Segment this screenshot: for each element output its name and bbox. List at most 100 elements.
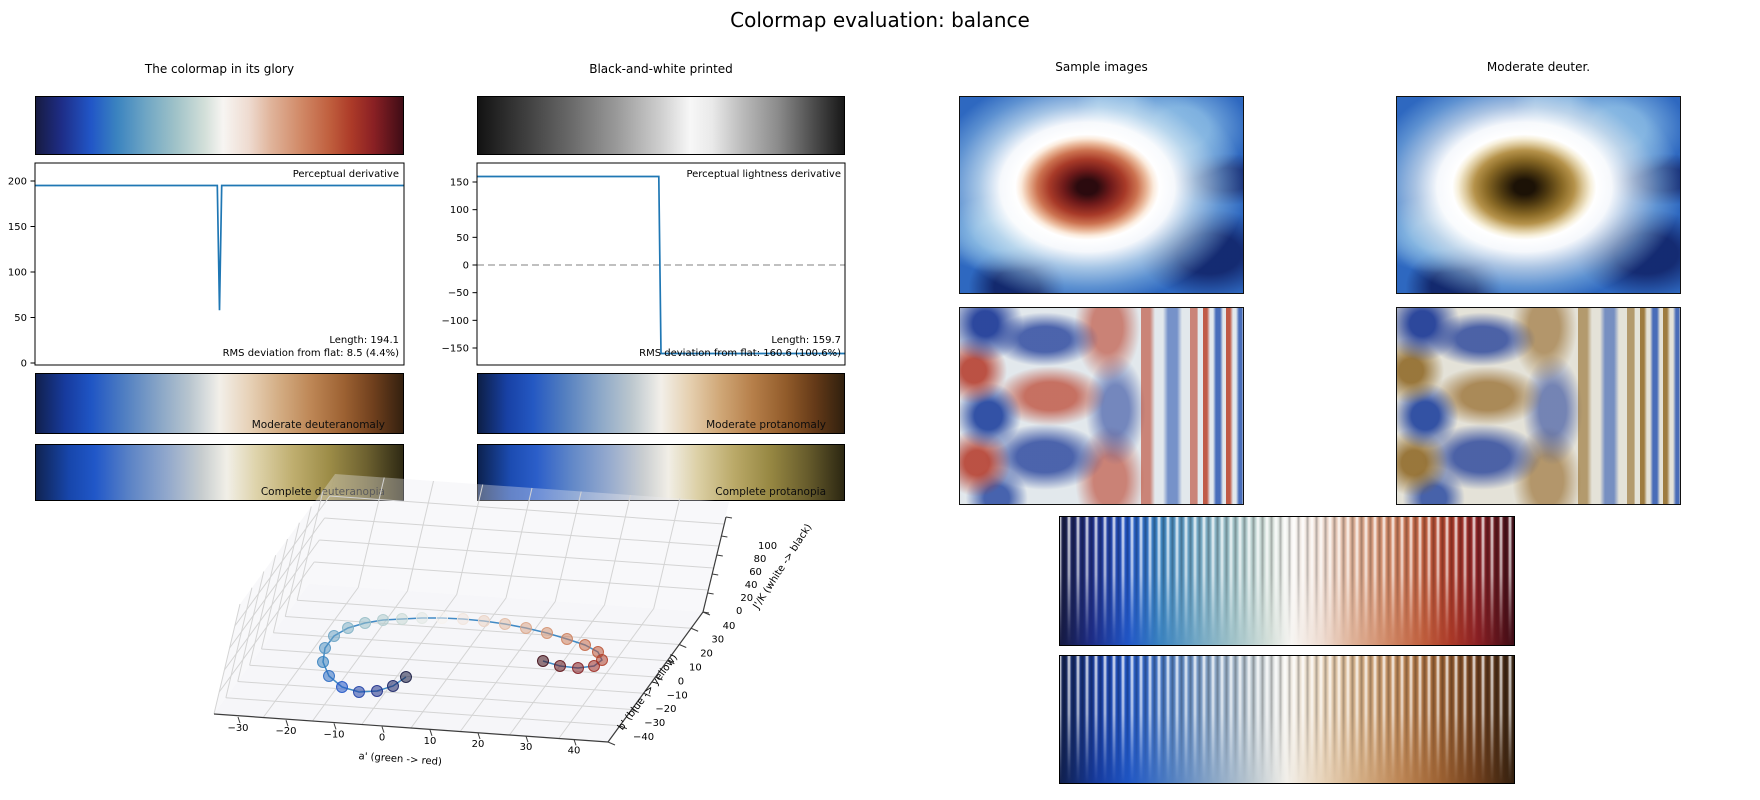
y-tick-label: 20 bbox=[700, 649, 713, 660]
colormap-path-point bbox=[317, 656, 329, 668]
complete-deuteranopia-label: Complete deuteranopia bbox=[260, 486, 385, 498]
x-tick bbox=[333, 723, 337, 730]
grid-line bbox=[297, 599, 692, 629]
colormap-path-point bbox=[478, 615, 490, 627]
colormap-path-point bbox=[396, 613, 408, 625]
y-tick bbox=[619, 725, 628, 730]
grid-line bbox=[410, 597, 507, 729]
glory-title: The colormap in its glory bbox=[144, 62, 295, 76]
x-tick-label: 40 bbox=[568, 745, 581, 756]
y-tick-label: 0 bbox=[678, 676, 684, 687]
colormap-path-point bbox=[319, 642, 331, 654]
derivative-line bbox=[477, 175, 845, 355]
grid-line bbox=[225, 697, 620, 727]
z-tick bbox=[725, 516, 733, 519]
z-tick-label: 20 bbox=[740, 593, 753, 604]
y-tick bbox=[667, 660, 675, 665]
axis3d-z-label: J'/K (white -> black) bbox=[751, 522, 815, 612]
grid-line bbox=[319, 539, 714, 569]
z-tick-label: 40 bbox=[745, 580, 758, 591]
axis3d-x-label: a' (green -> red) bbox=[358, 751, 442, 768]
z-tick-label: 80 bbox=[754, 554, 767, 565]
colormap-path-point bbox=[588, 660, 600, 672]
y-tick bbox=[631, 709, 639, 713]
grid-line bbox=[223, 539, 320, 671]
y-tick-label: −150 bbox=[442, 343, 469, 354]
y-tick-label: 100 bbox=[8, 268, 27, 279]
axis-line bbox=[607, 611, 704, 743]
x-tick-label: 10 bbox=[424, 736, 437, 747]
colormap-path-point bbox=[387, 680, 399, 692]
grid-line bbox=[361, 594, 458, 725]
grid-line bbox=[314, 561, 709, 591]
sample-image-elevation-deuteranomaly bbox=[1396, 96, 1681, 294]
sineramp-bar-balance bbox=[1059, 516, 1515, 646]
colormap-path-point bbox=[579, 639, 591, 651]
x-tick bbox=[429, 729, 433, 736]
x-tick bbox=[573, 739, 577, 746]
y-tick bbox=[679, 644, 687, 648]
colormap-path-point bbox=[377, 614, 389, 626]
y-tick-label: 10 bbox=[689, 663, 702, 674]
lightness-derivative-rms: RMS deviation from flat: 160.6 (100.6%) bbox=[639, 348, 841, 359]
perceptual-derivative-length: Length: 194.1 bbox=[329, 335, 399, 346]
colormap-bar-moderate-deuteranomaly: Moderate deuteranomaly bbox=[35, 373, 404, 434]
y-tick-label: −20 bbox=[655, 704, 676, 715]
x-tick bbox=[477, 732, 481, 740]
colormap-path-point bbox=[499, 618, 511, 630]
colormap-path-point bbox=[561, 633, 573, 645]
grid-line bbox=[213, 603, 241, 715]
y-tick bbox=[607, 741, 616, 746]
y-tick-label: 150 bbox=[8, 222, 27, 233]
perceptual-derivative-annotation: Perceptual derivative bbox=[293, 169, 399, 180]
grid-line bbox=[218, 561, 315, 693]
perceptual-derivative-plot-frame bbox=[34, 162, 405, 366]
lightness-derivative-annotation: Perceptual lightness derivative bbox=[686, 169, 841, 180]
sample-image-wave-pattern bbox=[959, 307, 1244, 505]
y-tick-label: −100 bbox=[442, 316, 469, 327]
colormap-bar-complete-protanopia: Complete protanopia bbox=[477, 444, 845, 501]
z-tick-label: 100 bbox=[758, 541, 777, 552]
colormap-path-point bbox=[336, 681, 348, 693]
x-tick-label: 30 bbox=[520, 742, 533, 753]
grid-line bbox=[459, 601, 556, 732]
grid-line bbox=[284, 506, 312, 617]
y-tick-label: 100 bbox=[450, 205, 469, 216]
colormap-path-point bbox=[342, 622, 354, 634]
axis3d-y-label: b' (blue -> yellow) bbox=[616, 652, 680, 732]
x-tick-label: −20 bbox=[275, 726, 296, 737]
grid-line bbox=[604, 494, 631, 606]
x-tick bbox=[525, 736, 529, 743]
grid-line bbox=[509, 604, 605, 736]
y-tick-label: 200 bbox=[8, 177, 27, 188]
pane bbox=[214, 584, 703, 742]
grid-line bbox=[234, 495, 331, 627]
y-tick-label: −40 bbox=[633, 732, 654, 743]
y-tick-label: 40 bbox=[723, 621, 736, 632]
x-tick-label: 20 bbox=[472, 739, 485, 750]
z-tick bbox=[716, 554, 723, 557]
grid-line bbox=[229, 517, 326, 649]
y-tick bbox=[655, 676, 663, 681]
lightness-derivative-plot-frame bbox=[476, 162, 846, 366]
z-tick bbox=[721, 535, 728, 538]
colormap-path-point bbox=[328, 630, 340, 642]
colormap-bar-complete-deuteranopia: Complete deuteranopia bbox=[35, 444, 404, 501]
pane bbox=[214, 474, 335, 714]
grid-line bbox=[653, 498, 681, 609]
grid-line bbox=[558, 608, 655, 739]
x-tick bbox=[285, 720, 289, 727]
axis-line bbox=[213, 713, 609, 743]
z-tick bbox=[707, 592, 714, 595]
grid-line bbox=[272, 522, 300, 633]
grid-line bbox=[456, 484, 484, 595]
colormap-path-point bbox=[436, 612, 448, 624]
grid-line bbox=[505, 487, 533, 599]
lightness-derivative-length: Length: 159.7 bbox=[771, 335, 841, 346]
moderate-protanomaly-label: Moderate protanomaly bbox=[706, 419, 826, 431]
gamut-3d-plot: −30 −20 −10 0 10 20 30 40−40−30−20−100102030400… bbox=[213, 474, 777, 756]
complete-protanopia-label: Complete protanopia bbox=[715, 486, 826, 498]
y-tick-label: −10 bbox=[667, 690, 688, 701]
y-tick-label: 50 bbox=[14, 313, 27, 324]
grid-line bbox=[554, 491, 582, 602]
